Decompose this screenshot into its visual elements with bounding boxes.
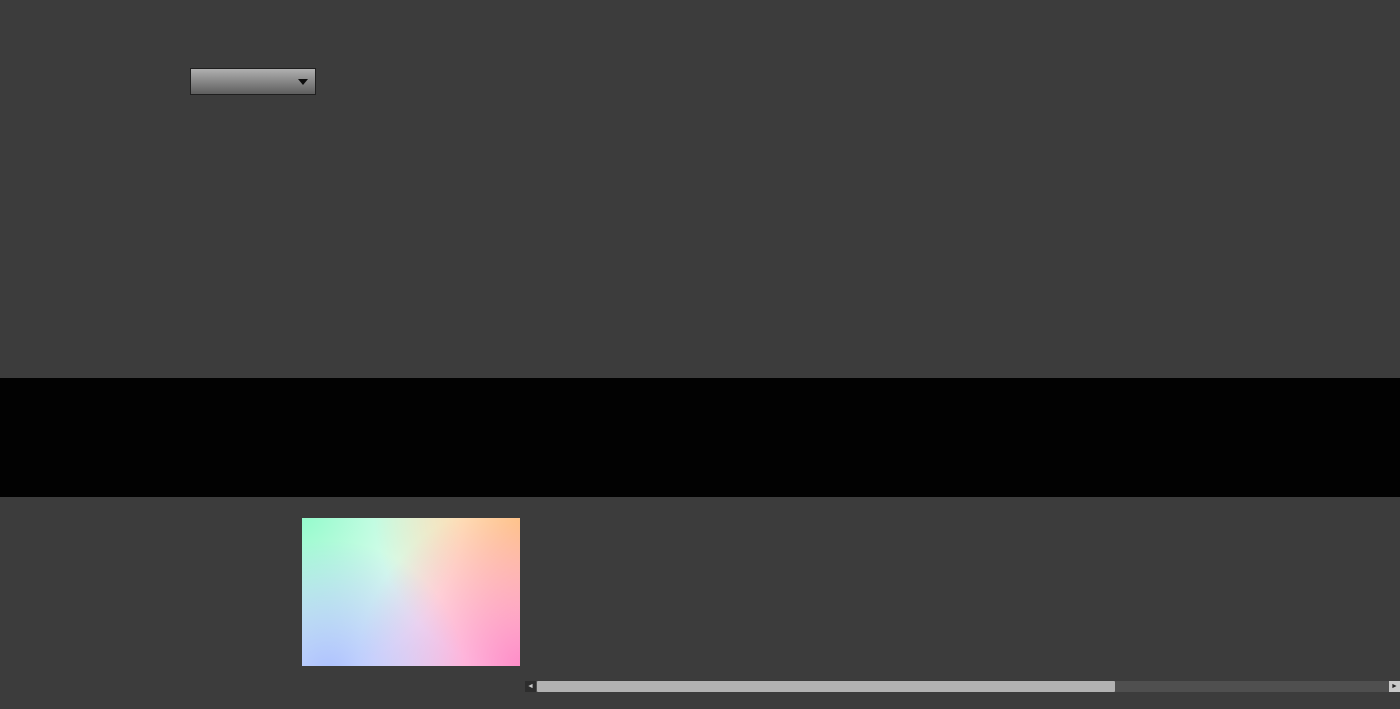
chevron-down-icon [298, 78, 308, 85]
cie-gamut-gradient [302, 518, 520, 666]
cie-1931-chart [258, 500, 530, 705]
table-horizontal-scrollbar[interactable]: ◄ ► [525, 681, 1400, 692]
scrollbar-thumb[interactable] [537, 681, 1115, 692]
rgb-balance-bar-chart [856, 38, 1006, 340]
cie-chart-overlay [258, 510, 530, 702]
deltae-bar-chart [20, 112, 320, 347]
gamma-log-log-chart [1016, 38, 1400, 340]
scroll-left-button[interactable]: ◄ [525, 681, 536, 692]
de-formula-dropdown[interactable] [190, 68, 316, 95]
rgb-balance-line-chart [328, 38, 848, 340]
measurement-table [525, 500, 1400, 681]
scroll-right-button[interactable]: ► [1389, 681, 1400, 692]
grayscale-swatch-strip [0, 378, 1400, 497]
